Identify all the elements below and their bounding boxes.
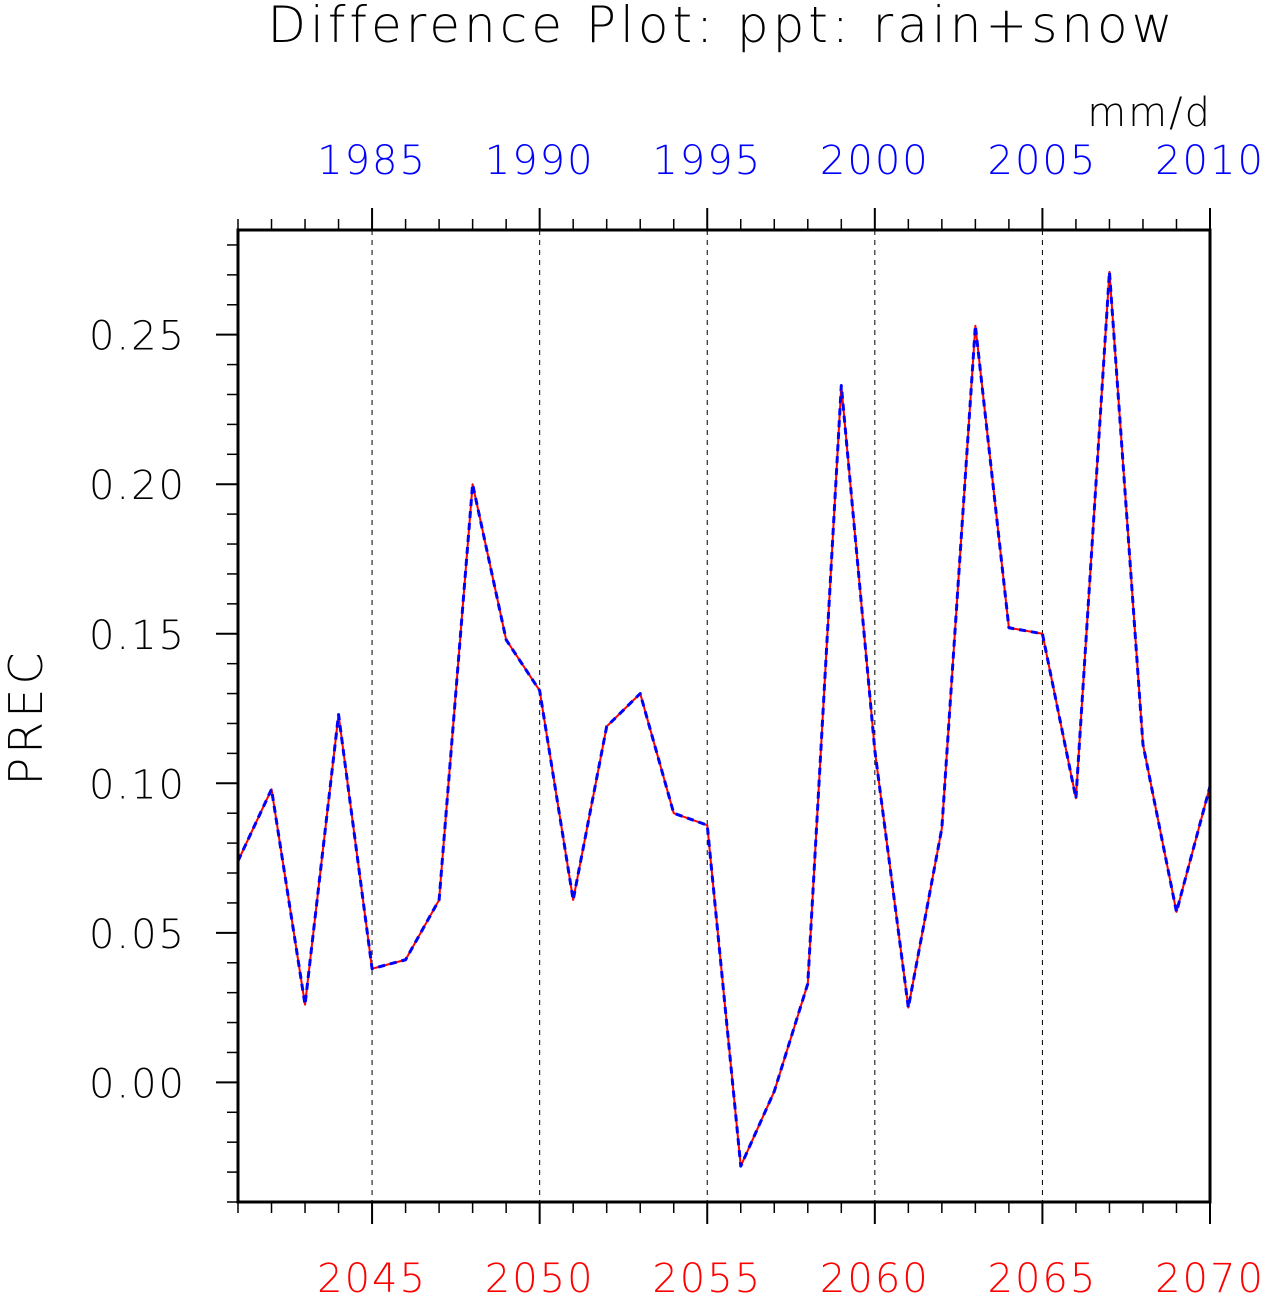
y-tick-label: 0.20 <box>89 463 186 509</box>
y-tick-label: 0.00 <box>89 1061 186 1107</box>
y-tick-label: 0.15 <box>89 613 186 659</box>
top-tick-label: 1995 <box>652 138 762 184</box>
bottom-tick-label: 2070 <box>1155 1256 1265 1293</box>
series-layer <box>236 270 1212 1168</box>
series-line-blue <box>236 270 1212 1168</box>
series-line-red <box>237 270 1211 1168</box>
grid-layer <box>371 230 1043 1202</box>
chart-title: Difference Plot: ppt: rain+snow <box>267 0 1176 54</box>
y-axis-label: PREC <box>0 649 53 786</box>
y-tick-label: 0.10 <box>89 762 186 808</box>
bottom-tick-label: 2065 <box>988 1256 1098 1293</box>
bottom-tick-label: 2055 <box>652 1256 762 1293</box>
y-axis: 0.00 0.05 0.10 0.15 0.20 0.25 <box>89 244 238 1203</box>
bottom-axis: 2045 2050 2055 2060 2065 2070 <box>237 1202 1265 1293</box>
y-tick-label: 0.05 <box>89 912 186 958</box>
y-tick-label: 0.25 <box>89 314 186 360</box>
top-tick-label: 2010 <box>1155 138 1265 184</box>
top-tick-label: 2000 <box>820 138 930 184</box>
bottom-tick-label: 2060 <box>820 1256 930 1293</box>
bottom-tick-label: 2045 <box>317 1256 427 1293</box>
units-label: mm/d <box>1087 90 1212 136</box>
top-tick-label: 1985 <box>317 138 427 184</box>
top-tick-label: 2005 <box>988 138 1098 184</box>
bottom-tick-label: 2050 <box>485 1256 595 1293</box>
top-axis: 1985 1990 1995 2000 2005 2010 <box>237 138 1265 230</box>
plot-frame <box>236 228 1212 1204</box>
top-tick-label: 1990 <box>485 138 595 184</box>
